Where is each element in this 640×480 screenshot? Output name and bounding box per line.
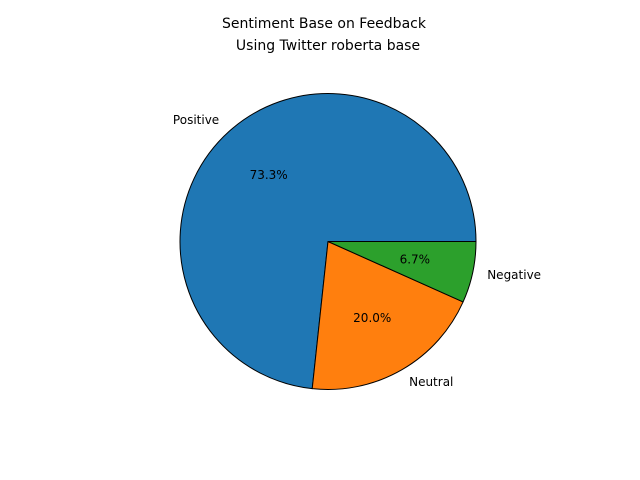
slice-label-negative: Negative	[487, 268, 541, 282]
pie-slices	[179, 93, 477, 390]
chart-title-line-2: Using Twitter roberta base	[236, 38, 420, 54]
slice-value-negative: 6.7%	[400, 253, 431, 267]
chart-title-line-1: Sentiment Base on Feedback	[222, 16, 427, 32]
slice-value-neutral: 20.0%	[353, 311, 391, 325]
slice-label-positive: Positive	[173, 113, 219, 127]
slice-value-positive: 73.3%	[250, 168, 288, 182]
pie-labels: Positive 73.3% Neutral 20.0% Negative 6.7%	[173, 113, 541, 389]
pie-slice-neutral	[311, 241, 464, 390]
slice-label-neutral: Neutral	[409, 375, 453, 389]
pie-slice-negative	[327, 241, 477, 303]
